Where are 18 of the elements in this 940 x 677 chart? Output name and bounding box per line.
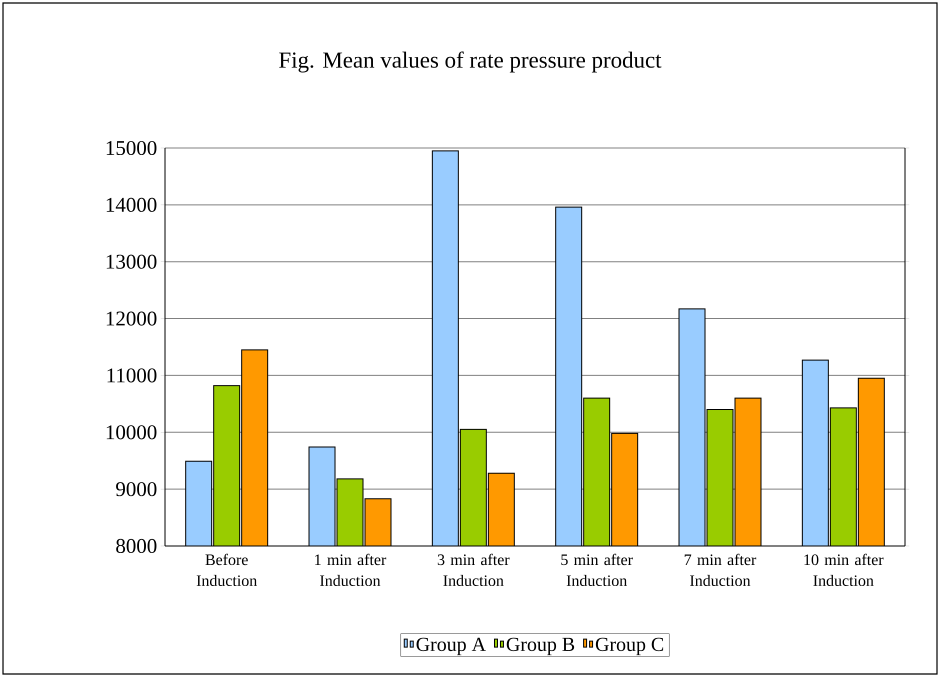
x-tick-label: 5 min after Induction bbox=[561, 554, 633, 586]
y-tick-label: 8000 bbox=[116, 538, 156, 554]
y-tick-label: 9000 bbox=[116, 482, 156, 496]
y-tick-label: 10000 bbox=[106, 425, 156, 440]
legend-label: Group B bbox=[506, 638, 574, 656]
x-tick-label: 10 min after Induction bbox=[804, 554, 884, 586]
legend-label: Group C bbox=[596, 638, 664, 656]
x-tick-label: Before Induction bbox=[196, 554, 257, 586]
x-tick-label: 7 min after Induction bbox=[684, 554, 756, 586]
y-tick-label: 14000 bbox=[106, 198, 156, 212]
y-tick-label: 13000 bbox=[106, 254, 156, 269]
chart-title: Fig. Mean values of rate pressure product bbox=[279, 51, 662, 73]
legend-label: Group A bbox=[416, 638, 486, 656]
y-tick-label: 15000 bbox=[106, 140, 156, 156]
x-tick-label: 1 min after Induction bbox=[315, 554, 386, 586]
x-tick-label: 3 min after Induction bbox=[438, 554, 510, 586]
y-tick-label: 11000 bbox=[108, 368, 156, 382]
y-tick-label: 12000 bbox=[106, 312, 156, 326]
